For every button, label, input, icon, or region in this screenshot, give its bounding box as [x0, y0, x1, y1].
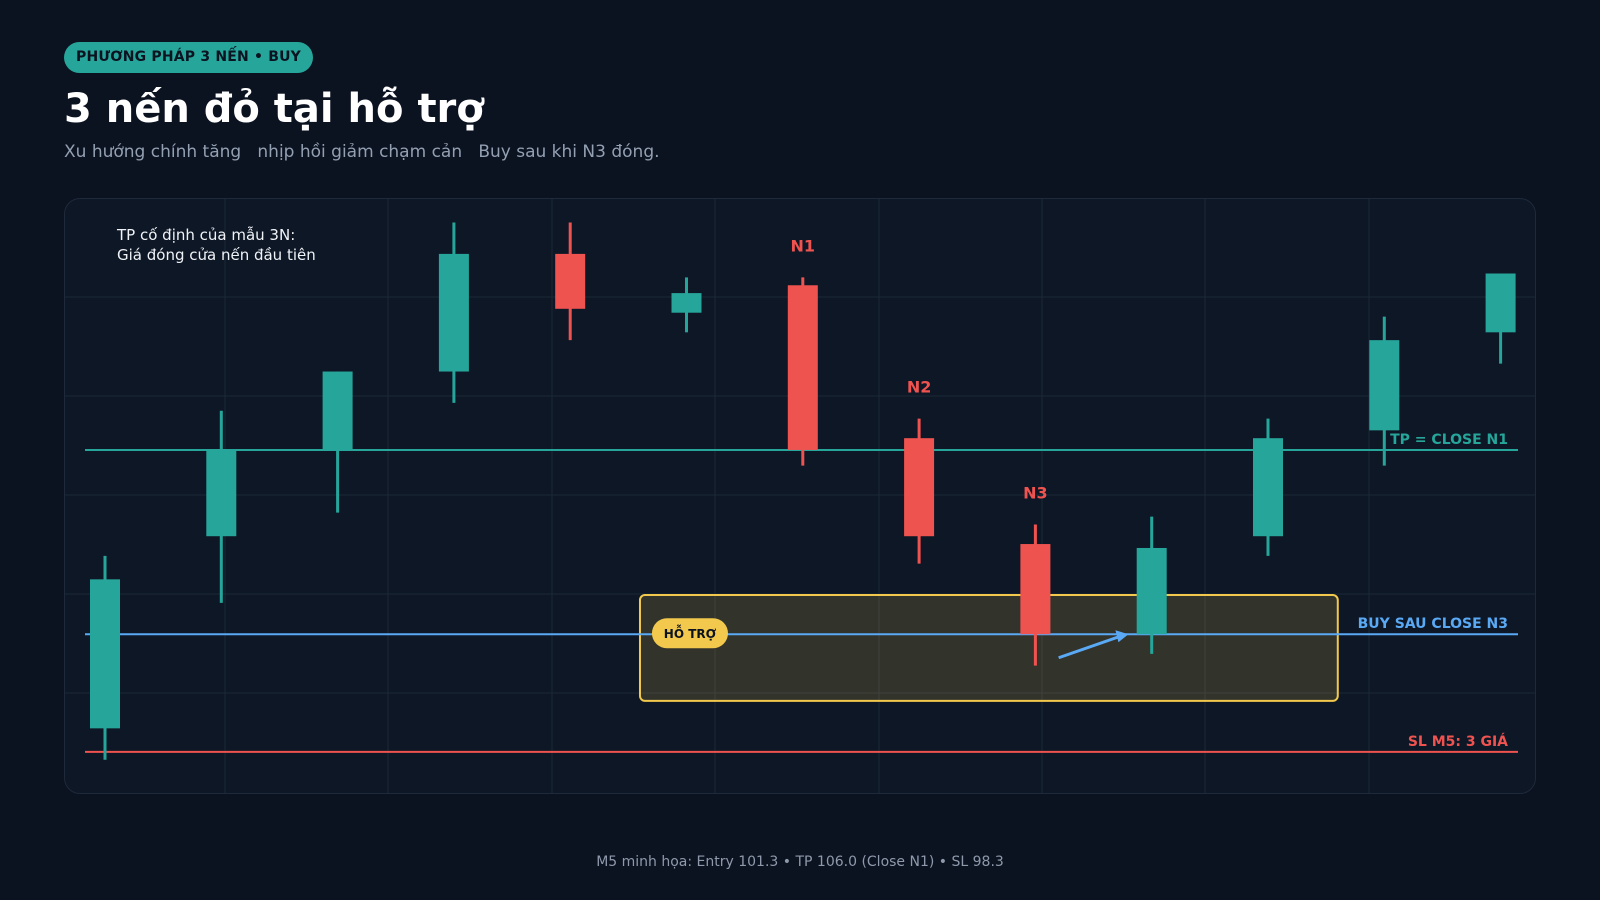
candle-body-1	[90, 579, 120, 729]
candle-body-12	[1369, 340, 1400, 431]
candle-body-13	[1485, 273, 1516, 333]
candle-label-n2: N2	[907, 378, 932, 397]
candle-body-3	[322, 371, 353, 450]
page-subtitle: Xu hướng chính tăng nhịp hồi giảm chạm c…	[64, 142, 660, 162]
candle-body-6	[671, 293, 702, 313]
entry-level-label: BUY SAU CLOSE N3	[1358, 616, 1508, 632]
entry-arrow-head	[1115, 630, 1129, 643]
page-title: 3 nến đỏ tại hỗ trợ	[64, 86, 484, 132]
candle-body-5	[555, 253, 586, 309]
method-badge: PHƯƠNG PHÁP 3 NẾN • BUY	[64, 42, 314, 73]
tp-note-line-1: TP cố định của mẫu 3N:	[117, 226, 296, 244]
footer-caption: M5 minh họa: Entry 101.3 • TP 106.0 (Clo…	[596, 854, 1004, 870]
tp-note-line-2: Giá đóng cửa nến đầu tiên	[117, 246, 316, 264]
candle-body-2	[206, 449, 237, 537]
support-label: HỖ TRỢ	[664, 624, 717, 641]
entry-arrow-line	[1058, 634, 1121, 660]
candle-label-n3: N3	[1023, 483, 1048, 502]
tp-note: TP cố định của mẫu 3N: Giá đóng cửa nến …	[117, 225, 316, 265]
candle-label-n1: N1	[791, 236, 816, 255]
candle-body-10	[1136, 547, 1167, 635]
candle-body-11	[1253, 438, 1283, 537]
candle-body-8	[904, 438, 935, 537]
support-zone	[638, 594, 1339, 702]
chart-panel: TP = CLOSE N1 BUY SAU CLOSE N3 SL M5: 3 GI…	[64, 198, 1536, 794]
candle-body-7	[787, 285, 818, 450]
candle-body-4	[438, 253, 469, 372]
support-label-pill	[651, 618, 728, 649]
sl-level-label: SL M5: 3 GIÁ	[1408, 733, 1508, 750]
candle-body-9	[1020, 544, 1051, 635]
candlestick-chart: TP = CLOSE N1 BUY SAU CLOSE N3 SL M5: 3 GI…	[65, 199, 1535, 793]
tp-level-label: TP = CLOSE N1	[1390, 432, 1508, 448]
